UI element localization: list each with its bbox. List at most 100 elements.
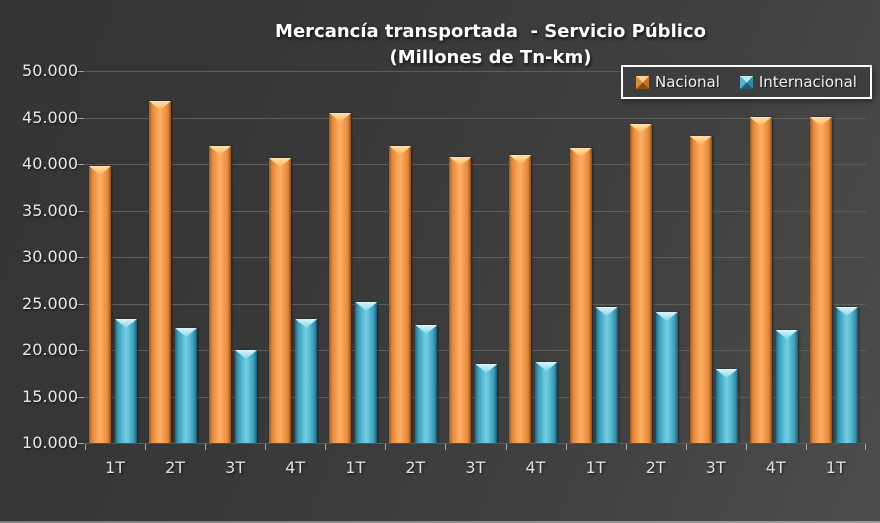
x-axis-label: 2T — [405, 458, 426, 477]
x-axis-label: 1T — [345, 458, 366, 477]
bar-group-3t-6 — [445, 71, 505, 443]
gridline — [85, 257, 866, 258]
legend: Nacional Internacional — [621, 65, 872, 99]
x-axis-tick — [325, 444, 327, 450]
x-axis-tick — [865, 444, 866, 450]
bar-nacional — [209, 146, 232, 443]
x-axis-tick — [85, 444, 86, 450]
bar-internacional — [655, 312, 678, 443]
x-axis-tick — [265, 444, 267, 450]
bar-internacional — [235, 350, 258, 443]
y-axis-tick — [77, 443, 84, 444]
legend-item-nacional: Nacional — [636, 73, 720, 91]
bar-group-1t-4 — [325, 71, 385, 443]
y-axis-tick — [77, 210, 84, 212]
plot-area — [77, 71, 866, 444]
gridline — [85, 350, 866, 351]
x-axis-tick — [685, 444, 687, 450]
bar-nacional — [689, 136, 712, 443]
bars-container — [85, 71, 866, 443]
legend-label-internacional: Internacional — [758, 73, 857, 91]
x-axis-label: 3T — [465, 458, 486, 477]
bar-nacional — [749, 117, 772, 443]
y-axis-tick — [77, 396, 84, 398]
x-axis-label: 1T — [585, 458, 606, 477]
x-axis-tick — [445, 444, 447, 450]
chart-title-block: Mercancía transportada - Servicio Públic… — [100, 19, 880, 71]
x-axis-tick — [625, 444, 627, 450]
chart-title: Mercancía transportada - Servicio Públic… — [275, 21, 706, 42]
x-axis-ticks — [85, 444, 866, 450]
bar-nacional — [569, 148, 592, 443]
bar-nacional — [329, 113, 352, 443]
bar-internacional — [535, 362, 558, 443]
y-axis-label: 45.000 — [22, 107, 78, 127]
y-axis-label: 10.000 — [22, 433, 78, 452]
chart-subtitle: (Millones de Tn-km) — [389, 47, 592, 69]
y-axis-label: 35.000 — [22, 200, 78, 220]
bar-group-2t-1 — [145, 71, 205, 443]
bar-internacional — [475, 364, 498, 443]
legend-label-nacional: Nacional — [655, 73, 720, 91]
x-axis-tick — [805, 444, 807, 450]
bar-internacional — [835, 307, 858, 443]
y-axis-label: 20.000 — [22, 340, 78, 359]
bar-group-4t-11 — [746, 71, 806, 443]
bar-nacional — [149, 101, 172, 443]
y-axis-tick — [77, 257, 84, 258]
x-axis-tick — [145, 444, 147, 450]
bottom-edge-line — [0, 521, 880, 523]
bar-group-1t-12 — [806, 71, 866, 443]
x-axis-tick — [745, 444, 747, 450]
bar-internacional — [415, 325, 438, 443]
x-axis-labels: 1T 2T 3T 4T 1T 2T 3T 4T 1T 2T 3T 4T 1T — [85, 458, 866, 477]
bar-group-1t-0 — [85, 71, 145, 443]
x-axis-label: 4T — [285, 458, 306, 477]
bar-internacional — [715, 369, 738, 443]
gridline — [85, 443, 866, 444]
bar-nacional — [629, 124, 652, 443]
bar-internacional — [355, 302, 378, 443]
bar-nacional — [269, 158, 292, 443]
x-axis-label: 3T — [705, 458, 726, 477]
gridline — [85, 164, 866, 165]
y-axis-label: 50.000 — [22, 61, 78, 80]
x-axis-tick — [205, 444, 207, 450]
nacional-marker-icon — [636, 75, 649, 89]
x-axis-label: 1T — [825, 458, 846, 477]
bar-group-2t-9 — [626, 71, 686, 443]
x-axis-label: 4T — [765, 458, 786, 477]
gridline — [85, 303, 866, 305]
x-axis-tick — [565, 444, 567, 450]
y-axis-label: 15.000 — [22, 386, 78, 406]
y-axis-label: 30.000 — [22, 247, 78, 266]
gridline — [85, 71, 866, 72]
y-axis-tick — [77, 164, 84, 165]
legend-item-internacional: Internacional — [739, 73, 857, 91]
bar-group-4t-3 — [265, 71, 325, 443]
y-axis-label: 40.000 — [22, 154, 78, 173]
gridline — [85, 210, 866, 212]
bar-group-3t-2 — [205, 71, 265, 443]
bar-nacional — [509, 155, 532, 443]
bar-internacional — [295, 319, 318, 443]
bar-group-1t-8 — [566, 71, 626, 443]
bar-group-2t-5 — [385, 71, 445, 443]
y-axis-label: 25.000 — [22, 293, 78, 313]
x-axis-label: 1T — [105, 458, 125, 477]
bar-group-4t-7 — [505, 71, 565, 443]
bar-nacional — [89, 166, 111, 443]
x-axis-label: 4T — [525, 458, 546, 477]
bar-internacional — [775, 330, 798, 443]
x-axis-label: 3T — [225, 458, 246, 477]
bar-group-3t-10 — [686, 71, 746, 443]
bar-nacional — [389, 146, 412, 443]
bar-internacional — [595, 307, 618, 443]
gridline — [85, 117, 866, 119]
bar-nacional — [449, 157, 472, 443]
bar-internacional — [115, 319, 137, 443]
y-axis-tick — [77, 71, 84, 72]
bar-nacional — [809, 117, 832, 443]
bar-internacional — [175, 328, 198, 443]
x-axis-label: 2T — [165, 458, 186, 477]
